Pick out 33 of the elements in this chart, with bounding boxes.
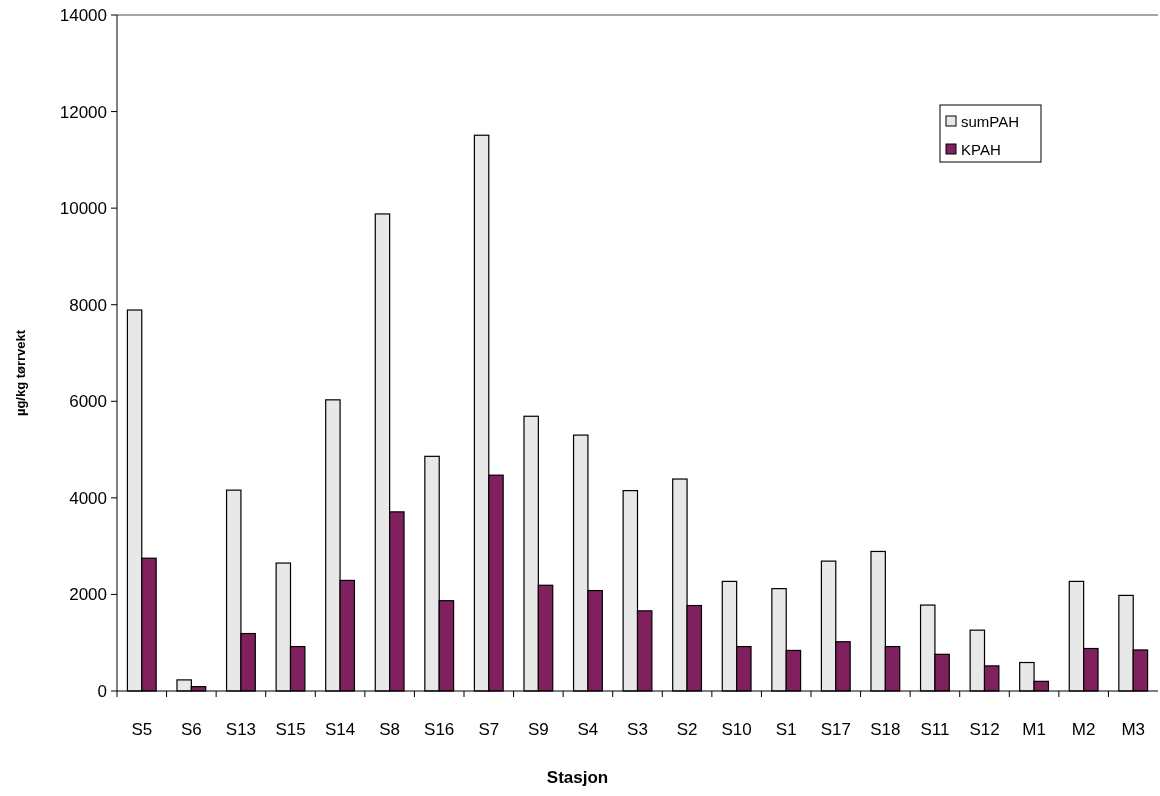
y-tick-label: 8000	[69, 295, 107, 315]
x-tick-label: S18	[870, 720, 901, 739]
x-tick-label: S15	[275, 720, 306, 739]
x-tick-label: S4	[577, 720, 599, 739]
y-tick-label: 0	[97, 681, 107, 701]
x-tick-label: S7	[478, 720, 500, 739]
y-tick-label: 4000	[69, 488, 107, 508]
x-tick-label: S5	[131, 720, 153, 739]
x-tick-label: S16	[424, 720, 455, 739]
x-tick-label: S3	[627, 720, 648, 739]
legend-label: sumPAH	[961, 113, 1020, 130]
x-tick-label: S2	[676, 720, 698, 739]
x-tick-label: S13	[225, 720, 257, 739]
y-tick-label: 6000	[69, 392, 107, 412]
x-tick-label: M2	[1071, 720, 1096, 739]
x-tick-label: M1	[1022, 720, 1046, 739]
x-tick-label: S1	[775, 720, 797, 739]
x-tick-label: S17	[820, 720, 851, 739]
x-tick-label: S6	[180, 720, 202, 739]
y-tick-label: 14000	[59, 5, 107, 25]
x-tick-label: S12	[969, 720, 1000, 739]
y-axis-title: µg/kg tørrvekt	[13, 329, 28, 417]
x-axis-title: Stasjon	[546, 768, 609, 787]
y-tick-label: 10000	[59, 199, 107, 219]
x-tick-label: S11	[920, 720, 950, 739]
legend-label: KPAH	[961, 141, 1001, 158]
x-tick-label: M3	[1121, 720, 1146, 739]
y-tick-label: 2000	[69, 585, 107, 605]
x-tick-label: S9	[527, 720, 549, 739]
x-tick-label: S8	[379, 720, 401, 739]
y-tick-label: 12000	[59, 102, 107, 122]
x-tick-label: S10	[721, 720, 752, 739]
x-tick-label: S14	[324, 720, 356, 739]
